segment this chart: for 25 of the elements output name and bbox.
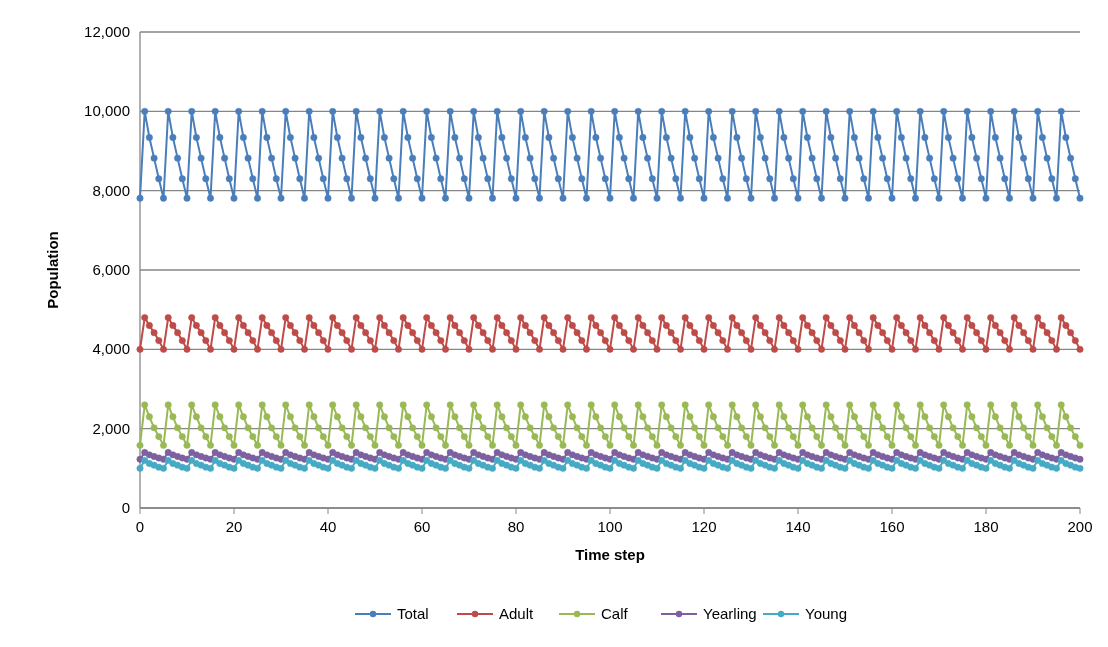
legend-label: Adult (499, 605, 535, 622)
x-tick-label: 120 (691, 518, 717, 535)
x-tick-label: 60 (413, 518, 431, 535)
x-axis-title: Time step (575, 546, 645, 563)
legend-label: Calf (601, 605, 629, 622)
y-tick-label: 10,000 (84, 102, 130, 120)
x-tick-label: 140 (785, 518, 811, 535)
x-tick-label: 200 (1067, 518, 1093, 535)
y-tick-label: 2,000 (92, 419, 130, 437)
x-tick-label: 0 (135, 518, 145, 535)
legend-label: Total (397, 605, 429, 622)
x-tick-label: 80 (507, 518, 525, 535)
x-tick-label: 100 (597, 518, 623, 535)
legend-label: Yearling (703, 605, 757, 622)
legend-label: Young (805, 605, 847, 622)
y-axis-title: Population (44, 231, 61, 309)
y-tick-label: 6,000 (92, 261, 130, 278)
x-tick-label: 180 (973, 518, 999, 535)
x-tick-label: 40 (319, 518, 337, 535)
y-tick-label: 8,000 (92, 181, 130, 199)
x-tick-label: 160 (879, 518, 905, 535)
x-tick-label: 20 (225, 518, 243, 535)
y-tick-label: 12,000 (84, 23, 130, 40)
y-tick-label: 4,000 (92, 340, 130, 358)
y-tick-label: 0 (121, 499, 130, 516)
